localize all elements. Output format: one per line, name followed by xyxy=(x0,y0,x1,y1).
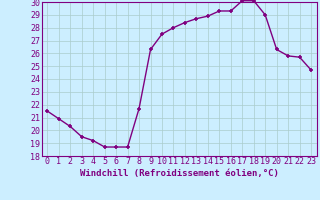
X-axis label: Windchill (Refroidissement éolien,°C): Windchill (Refroidissement éolien,°C) xyxy=(80,169,279,178)
